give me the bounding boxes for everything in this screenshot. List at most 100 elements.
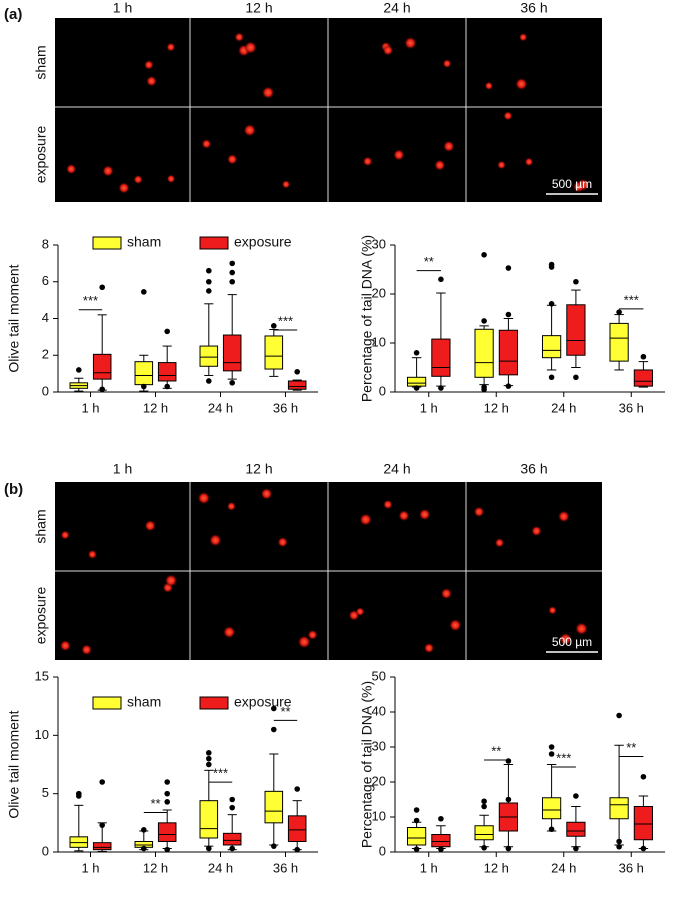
scale-bar-label: 500 µm: [552, 177, 592, 191]
nucleus: [382, 44, 394, 56]
x-tick-label: 1 h: [420, 400, 438, 415]
outlier: [164, 779, 170, 785]
box: [222, 832, 242, 846]
x-tick-label: 12 h: [484, 400, 509, 415]
outlier: [164, 328, 170, 335]
y-tick-label: 8: [42, 236, 49, 251]
outlier: [141, 845, 147, 852]
outlier: [481, 798, 487, 805]
column-label: 12 h: [245, 0, 272, 16]
nucleus: [144, 60, 154, 70]
outlier: [229, 796, 235, 803]
nucleus: [559, 632, 572, 646]
significance-label: **: [626, 740, 636, 755]
outlier: [413, 807, 420, 813]
scale-bar-label: 500 µm: [552, 635, 592, 649]
nucleus: [434, 159, 446, 171]
outlier: [413, 846, 420, 852]
outlier: [164, 799, 170, 805]
box: [566, 304, 586, 356]
x-tick-label: 1 h: [81, 860, 99, 875]
outlier: [438, 846, 444, 852]
outlier: [141, 289, 147, 295]
nucleus: [355, 607, 365, 617]
outlier: [294, 368, 301, 375]
nucleus: [531, 525, 542, 537]
outlier: [229, 845, 235, 852]
outlier: [413, 385, 420, 391]
y-tick-label: 10: [372, 334, 386, 349]
box: [633, 369, 654, 387]
nucleus: [281, 180, 291, 189]
outlier: [505, 758, 512, 764]
significance-label: **: [150, 796, 160, 811]
nucleus: [440, 587, 452, 600]
outlier: [271, 726, 277, 733]
box: [406, 376, 427, 387]
y-tick-label: 20: [372, 773, 386, 788]
significance-label: **: [280, 704, 290, 719]
y-tick-label: 0: [379, 383, 386, 398]
column-label: 12 h: [245, 461, 272, 477]
x-tick-label: 12 h: [484, 860, 509, 875]
nucleus: [201, 139, 212, 149]
outlier: [76, 367, 82, 373]
outlier: [505, 845, 512, 852]
nucleus: [60, 530, 70, 540]
column-label: 1 h: [113, 0, 132, 16]
y-tick-label: 0: [42, 383, 49, 398]
outlier: [271, 843, 277, 849]
nucleus: [484, 81, 494, 90]
nucleus: [87, 549, 97, 559]
x-tick-label: 1 h: [420, 860, 438, 875]
nucleus: [81, 644, 93, 656]
box: [633, 806, 654, 841]
legend-swatch: [92, 696, 122, 710]
box: [287, 380, 307, 390]
nucleus: [442, 59, 452, 68]
outlier: [481, 845, 487, 851]
significance-label: ***: [624, 292, 639, 307]
outlier: [229, 278, 235, 285]
outlier: [206, 278, 212, 285]
outlier: [616, 838, 622, 845]
outlier: [271, 323, 277, 329]
outlier: [206, 845, 212, 852]
y-tick-label: 20: [372, 285, 386, 300]
nucleus: [423, 642, 435, 654]
nucleus: [575, 622, 588, 636]
y-tick-label: 0: [379, 843, 386, 858]
box: [157, 362, 177, 382]
legend-label: sham: [127, 234, 161, 250]
box: [474, 825, 494, 841]
outlier: [206, 755, 212, 762]
nucleus: [209, 533, 222, 547]
outlier: [505, 311, 512, 318]
nucleus: [102, 165, 114, 177]
x-tick-label: 36 h: [619, 400, 644, 415]
nucleus: [146, 75, 157, 87]
outlier: [616, 309, 622, 315]
box: [541, 335, 562, 359]
significance-label: ***: [278, 313, 293, 328]
nucleus: [260, 487, 273, 500]
nucleus: [118, 182, 130, 194]
outlier: [413, 350, 420, 356]
box: [609, 322, 629, 362]
y-tick-label: 50: [372, 668, 386, 683]
nucleus: [398, 510, 410, 522]
x-tick-label: 1 h: [81, 400, 99, 415]
outlier: [640, 773, 647, 780]
row-label: sham: [33, 45, 49, 79]
significance-label: **: [491, 743, 501, 758]
outlier: [99, 779, 105, 785]
outlier: [573, 374, 579, 381]
x-tick-label: 36 h: [273, 400, 298, 415]
box: [498, 329, 519, 376]
nucleus: [223, 625, 236, 639]
y-tick-label: 0: [42, 843, 49, 858]
significance-label: ***: [556, 750, 571, 765]
outlier: [206, 378, 212, 384]
nucleus: [243, 123, 257, 137]
